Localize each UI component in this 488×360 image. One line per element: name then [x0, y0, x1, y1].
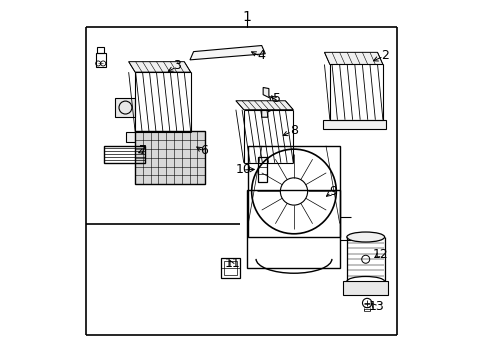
Polygon shape	[322, 120, 385, 129]
Bar	[221, 258, 239, 278]
Text: 6: 6	[200, 144, 208, 157]
Polygon shape	[261, 87, 276, 117]
Text: 10: 10	[235, 163, 251, 176]
Text: 12: 12	[371, 248, 387, 261]
Bar	[247, 190, 339, 268]
Text: 1: 1	[243, 10, 251, 24]
Text: 7: 7	[139, 144, 147, 157]
Bar	[248, 146, 339, 237]
Bar	[135, 131, 204, 184]
Polygon shape	[128, 62, 190, 72]
Text: 4: 4	[257, 49, 265, 62]
Bar	[104, 145, 145, 163]
Polygon shape	[190, 45, 265, 60]
Text: 2: 2	[380, 49, 388, 62]
Polygon shape	[126, 132, 194, 141]
Bar	[96, 53, 105, 67]
Bar	[258, 157, 266, 182]
Ellipse shape	[346, 232, 384, 242]
Text: 8: 8	[289, 124, 297, 137]
Bar	[343, 282, 387, 295]
Text: 13: 13	[368, 300, 384, 313]
Text: 3: 3	[173, 59, 181, 72]
Polygon shape	[324, 52, 382, 64]
Bar	[97, 47, 104, 53]
Polygon shape	[235, 101, 293, 110]
Bar	[115, 98, 135, 117]
Text: 11: 11	[224, 257, 241, 270]
Text: 5: 5	[273, 92, 281, 105]
Text: 9: 9	[329, 185, 337, 198]
Bar	[224, 261, 237, 275]
